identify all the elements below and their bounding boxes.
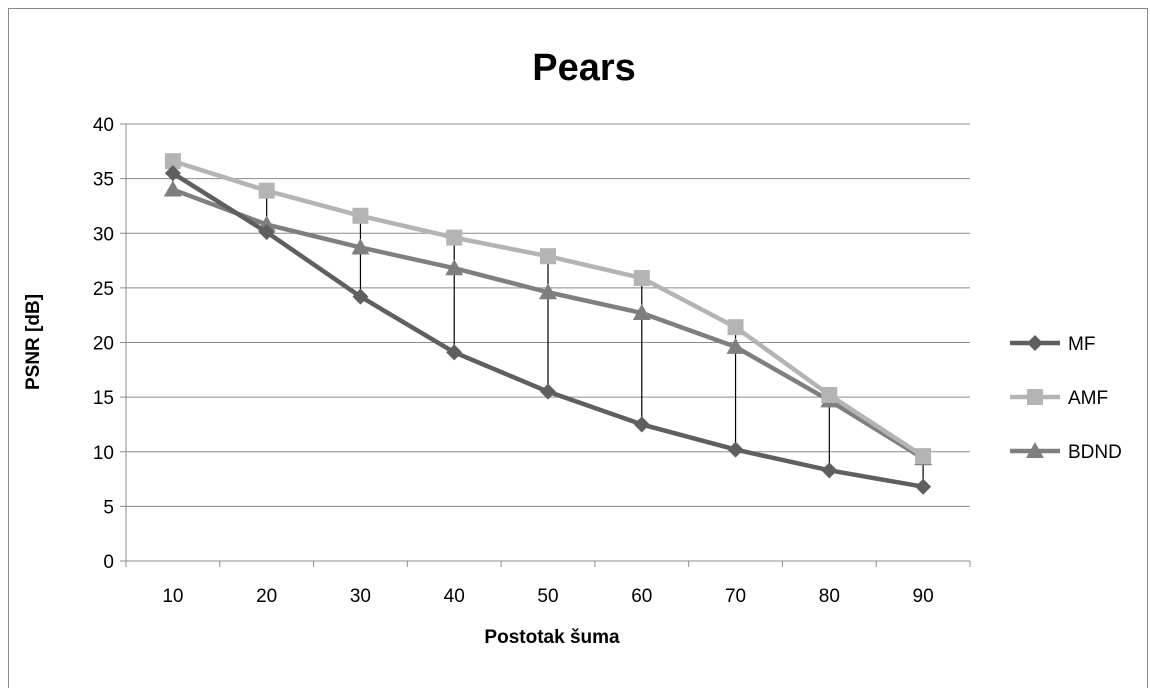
legend-marker-bdnd <box>1026 442 1044 458</box>
data-point-bdnd <box>726 337 745 354</box>
data-point-mf <box>540 383 556 400</box>
data-point-amf <box>164 153 181 170</box>
data-point-bdnd <box>163 180 182 197</box>
legend: MF AMF BDND <box>1010 334 1122 463</box>
data-point-mf <box>633 416 650 433</box>
y-tick-label: 35 <box>93 170 114 191</box>
data-point-mf <box>446 344 463 361</box>
x-tick-label: 10 <box>162 586 183 607</box>
x-tick-label: 70 <box>725 586 746 607</box>
data-point-bdnd <box>632 304 651 321</box>
chart-frame <box>8 8 1148 688</box>
y-tick-label: 25 <box>93 279 114 300</box>
data-point-mf <box>821 462 838 479</box>
legend-label-mf: MF <box>1068 334 1095 355</box>
x-tick-label: 50 <box>537 586 558 607</box>
data-point-amf <box>258 182 275 199</box>
data-point-mf <box>164 165 181 182</box>
x-tick-label: 20 <box>256 586 277 607</box>
y-tick-label: 10 <box>93 443 114 464</box>
legend-label-amf: AMF <box>1068 388 1108 409</box>
x-axis-title: Postotak šuma <box>484 627 620 648</box>
data-point-amf <box>352 207 369 224</box>
data-point-mf <box>258 224 275 241</box>
data-point-amf <box>821 386 838 403</box>
y-tick-label: 5 <box>103 497 114 518</box>
gridlines <box>120 123 971 567</box>
y-tick-label: 30 <box>93 224 114 245</box>
y-tick-label: 40 <box>93 115 114 136</box>
x-tick-label: 80 <box>819 586 840 607</box>
legend-label-bdnd: BDND <box>1068 442 1122 463</box>
data-point-mf <box>352 288 369 305</box>
data-point-amf <box>727 319 744 336</box>
x-tick-label: 90 <box>913 586 934 607</box>
x-tick-label: 40 <box>444 586 465 607</box>
y-axis-title: PSNR [dB] <box>23 294 44 390</box>
y-tick-label: 15 <box>93 388 114 409</box>
legend-marker-mf <box>1027 335 1043 351</box>
chart-title: Pears <box>532 47 636 89</box>
data-point-bdnd <box>539 283 557 300</box>
y-tick-label: 20 <box>93 334 114 355</box>
x-tick-label: 30 <box>350 586 371 607</box>
data-point-bdnd <box>351 238 370 255</box>
series-group <box>163 153 933 495</box>
data-point-amf <box>540 248 556 265</box>
legend-marker-amf <box>1027 389 1043 405</box>
tick-labels: 0 5 10 15 20 25 30 35 40 10 20 30 40 50 60 70 80 90 <box>93 115 934 607</box>
data-point-amf <box>446 229 463 246</box>
x-tick-label: 60 <box>631 586 652 607</box>
data-point-amf <box>633 270 650 287</box>
data-point-mf <box>915 478 932 495</box>
high-low-lines <box>172 161 924 487</box>
data-point-bdnd <box>445 259 464 276</box>
y-tick-label: 0 <box>103 552 114 573</box>
data-point-mf <box>727 441 744 458</box>
data-point-amf <box>915 448 932 465</box>
